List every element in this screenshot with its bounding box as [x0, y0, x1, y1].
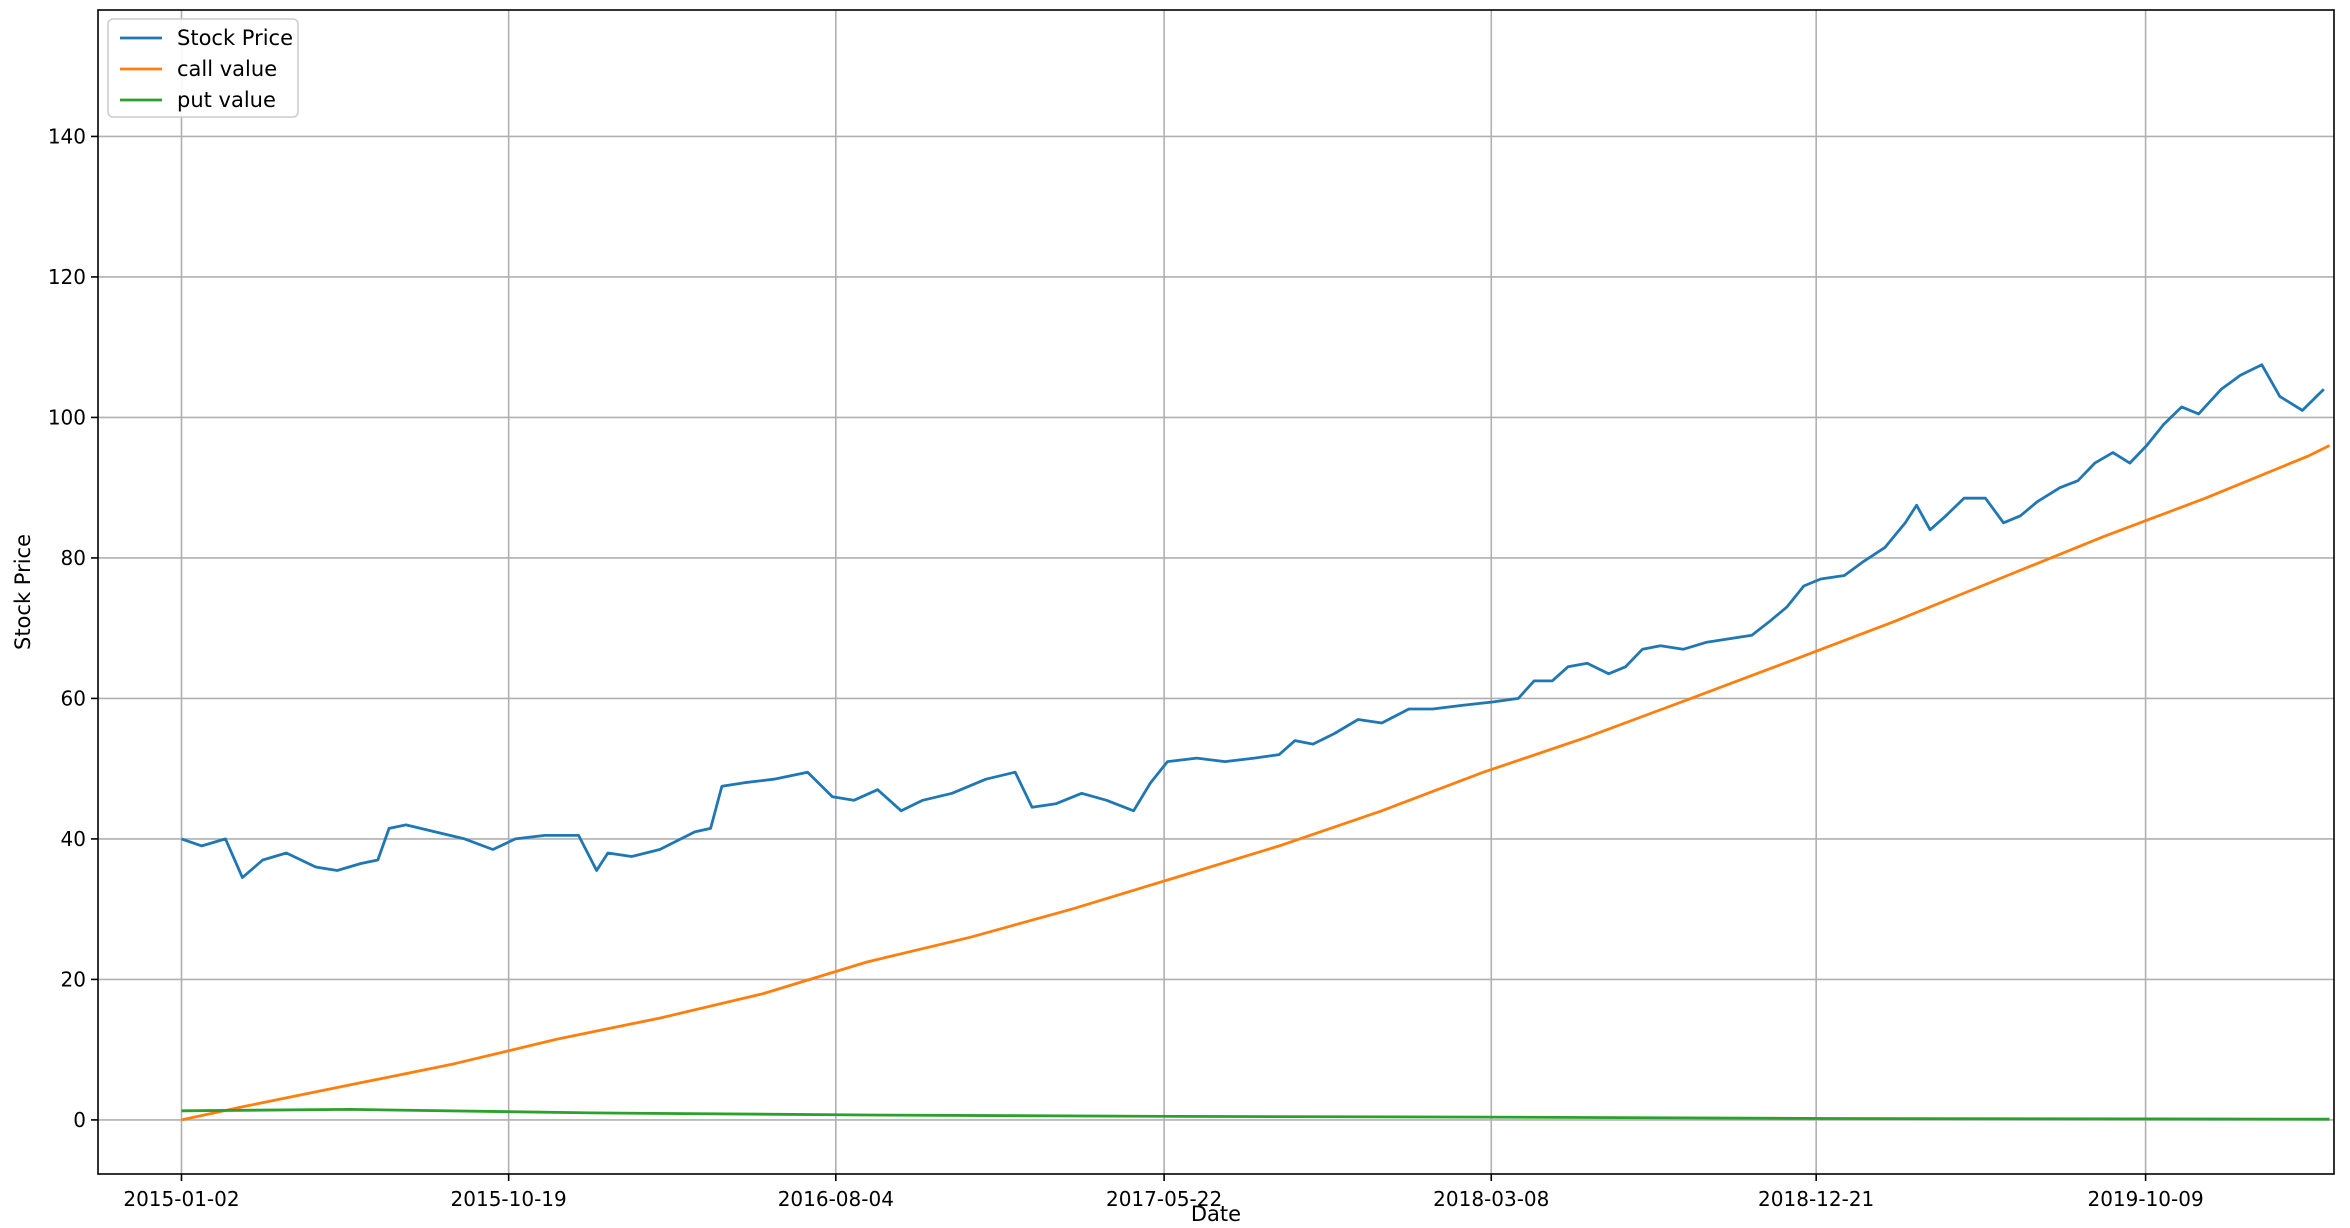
series-line-call-value: [181, 444, 2331, 1122]
x-tick-label: 2018-03-08: [1433, 1187, 1549, 1211]
y-tick-label: 40: [61, 827, 86, 851]
y-tick-label: 20: [61, 967, 86, 991]
grid: [98, 10, 2334, 1174]
y-axis: 0 20 40 60 80 100 120 140: [48, 124, 98, 1132]
x-tick-label: 2018-12-21: [1758, 1187, 1874, 1211]
x-tick-label: 2016-08-04: [778, 1187, 894, 1211]
y-tick-label: 140: [48, 124, 86, 148]
y-tick-label: 120: [48, 265, 86, 289]
series-layer: [181, 363, 2331, 1122]
y-axis-title: Stock Price: [11, 534, 35, 650]
x-tick-label: 2017-05-22: [1106, 1187, 1222, 1211]
legend-label-put-value: put value: [177, 88, 276, 112]
plot-frame: [97, 9, 2335, 1175]
legend-label-call-value: call value: [177, 57, 277, 81]
y-tick-label: 0: [73, 1108, 86, 1132]
legend: Stock Price call value put value: [107, 18, 299, 118]
plot-area: [97, 9, 2335, 1175]
x-axis-title: Date: [1191, 1202, 1241, 1226]
x-tick-label: 2015-01-02: [123, 1187, 239, 1211]
legend-box: [107, 18, 299, 118]
x-axis: 2015-01-02 2015-10-19 2016-08-04 2017-05-22…: [123, 1174, 2204, 1211]
y-tick-label: 60: [61, 686, 86, 710]
x-tick-label: 2019-10-09: [2087, 1187, 2203, 1211]
series-line-put-value: [181, 1108, 2330, 1121]
series-line-stock-price: [181, 363, 2325, 879]
y-tick-label: 80: [61, 546, 86, 570]
legend-label-stock-price: Stock Price: [177, 26, 293, 50]
x-tick-label: 2015-10-19: [451, 1187, 567, 1211]
y-tick-label: 100: [48, 405, 86, 429]
plot-frame-background: [98, 10, 2334, 1174]
